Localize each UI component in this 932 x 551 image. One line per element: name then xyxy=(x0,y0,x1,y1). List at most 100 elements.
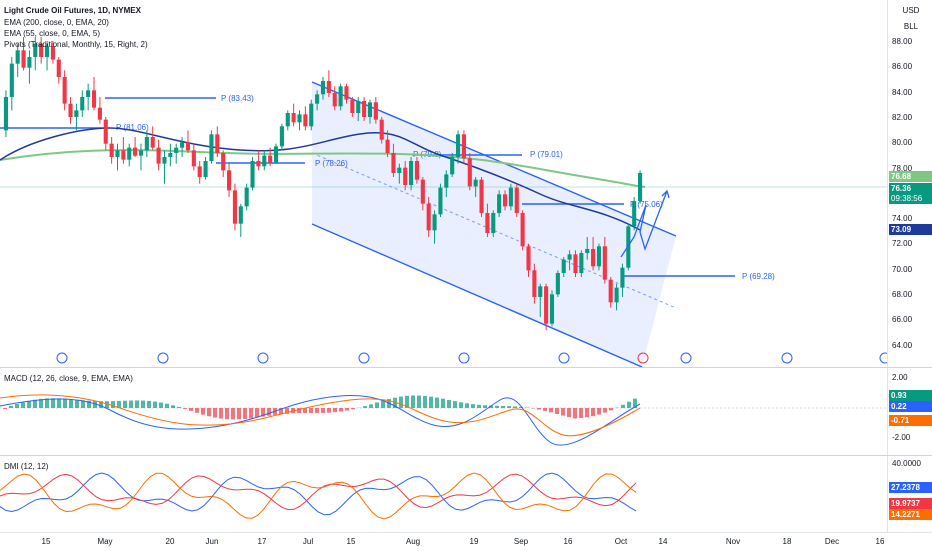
candle[interactable] xyxy=(250,161,254,188)
candle[interactable] xyxy=(256,161,260,166)
candle[interactable] xyxy=(192,150,196,166)
price-chart[interactable]: P (83.43) P (81.06) P (78.26) P (79.01) … xyxy=(0,0,887,367)
candle[interactable] xyxy=(403,168,407,185)
currency-unit[interactable]: BLL xyxy=(897,20,925,34)
candle[interactable] xyxy=(391,153,395,173)
event-icon[interactable] xyxy=(459,353,469,363)
macd-pane[interactable]: MACD (12, 26, close, 9, EMA, EMA) xyxy=(0,368,887,455)
candle[interactable] xyxy=(415,161,419,180)
candle[interactable] xyxy=(74,110,78,117)
candle[interactable] xyxy=(57,60,61,77)
event-icon[interactable] xyxy=(681,353,691,363)
event-icon[interactable] xyxy=(57,353,67,363)
candle[interactable] xyxy=(233,190,237,223)
candle[interactable] xyxy=(239,206,243,223)
price-axis[interactable]: 88.0086.0084.0082.0080.0078.0076.0074.00… xyxy=(887,0,932,367)
candle[interactable] xyxy=(450,157,454,174)
signal-line[interactable] xyxy=(0,395,640,436)
candle[interactable] xyxy=(315,94,319,103)
candle[interactable] xyxy=(280,126,284,146)
candle[interactable] xyxy=(162,157,166,164)
candle[interactable] xyxy=(245,188,249,207)
candle[interactable] xyxy=(615,288,619,303)
event-icon[interactable] xyxy=(559,353,569,363)
candle[interactable] xyxy=(204,161,208,177)
candle[interactable] xyxy=(133,148,137,156)
candle[interactable] xyxy=(268,156,272,163)
candle[interactable] xyxy=(521,213,525,246)
event-icon[interactable] xyxy=(782,353,792,363)
candle[interactable] xyxy=(339,86,343,106)
event-icon[interactable] xyxy=(258,353,268,363)
currency-usd[interactable]: USD xyxy=(897,4,925,18)
candle[interactable] xyxy=(509,188,513,207)
candle[interactable] xyxy=(115,150,119,157)
candle[interactable] xyxy=(609,280,613,303)
candle[interactable] xyxy=(462,134,466,158)
candle[interactable] xyxy=(286,113,290,126)
candle[interactable] xyxy=(597,246,601,266)
candle[interactable] xyxy=(374,102,378,119)
macd-chart[interactable] xyxy=(0,368,887,455)
candle[interactable] xyxy=(92,90,96,107)
candle[interactable] xyxy=(174,148,178,153)
candle[interactable] xyxy=(585,249,589,253)
candle[interactable] xyxy=(538,286,542,297)
candle[interactable] xyxy=(427,204,431,231)
candle[interactable] xyxy=(503,194,507,206)
candle[interactable] xyxy=(544,286,548,323)
candle[interactable] xyxy=(356,101,360,113)
candle[interactable] xyxy=(386,140,390,153)
candle[interactable] xyxy=(16,50,20,63)
candle[interactable] xyxy=(121,150,125,159)
candle[interactable] xyxy=(127,148,131,160)
candle[interactable] xyxy=(10,64,14,97)
candle[interactable] xyxy=(145,137,149,150)
dmi-chart[interactable] xyxy=(0,456,887,532)
candle[interactable] xyxy=(515,188,519,213)
dmi-legend[interactable]: DMI (12, 12) xyxy=(4,462,48,472)
candle[interactable] xyxy=(80,97,84,110)
candle[interactable] xyxy=(479,180,483,213)
candle[interactable] xyxy=(556,273,560,294)
candle[interactable] xyxy=(27,57,31,68)
candle[interactable] xyxy=(526,246,530,270)
candle[interactable] xyxy=(497,194,501,213)
event-markers[interactable] xyxy=(57,353,887,363)
event-icon[interactable] xyxy=(158,353,168,363)
candle[interactable] xyxy=(350,100,354,113)
candle[interactable] xyxy=(309,104,313,127)
ema200-legend[interactable]: EMA (200, close, 0, EMA, 20) xyxy=(4,18,109,28)
candle[interactable] xyxy=(98,108,102,120)
candle[interactable] xyxy=(21,50,25,67)
candle[interactable] xyxy=(474,180,478,187)
candle[interactable] xyxy=(139,150,143,155)
candle[interactable] xyxy=(632,201,636,226)
candle[interactable] xyxy=(215,134,219,153)
candle[interactable] xyxy=(550,294,554,323)
dmi-pane[interactable]: DMI (12, 12) xyxy=(0,456,887,532)
candle[interactable] xyxy=(186,142,190,150)
candle[interactable] xyxy=(151,137,155,148)
candle[interactable] xyxy=(344,86,348,99)
candle[interactable] xyxy=(433,214,437,230)
dmi-axis[interactable]: 40.0000 27.2378 19.9737 14.2271 xyxy=(887,456,932,532)
candle[interactable] xyxy=(180,142,184,147)
candle[interactable] xyxy=(168,153,172,157)
candle[interactable] xyxy=(104,120,108,144)
candle[interactable] xyxy=(274,146,278,162)
candle[interactable] xyxy=(221,153,225,170)
candle[interactable] xyxy=(110,144,114,157)
candle[interactable] xyxy=(86,90,90,97)
candle[interactable] xyxy=(333,93,337,106)
candle[interactable] xyxy=(603,246,607,279)
candle[interactable] xyxy=(421,180,425,204)
event-icon[interactable] xyxy=(880,353,887,363)
candle[interactable] xyxy=(380,120,384,140)
candle[interactable] xyxy=(397,168,401,173)
candle[interactable] xyxy=(485,213,489,233)
candle[interactable] xyxy=(68,104,72,117)
candle[interactable] xyxy=(297,114,301,122)
candle[interactable] xyxy=(321,81,325,94)
